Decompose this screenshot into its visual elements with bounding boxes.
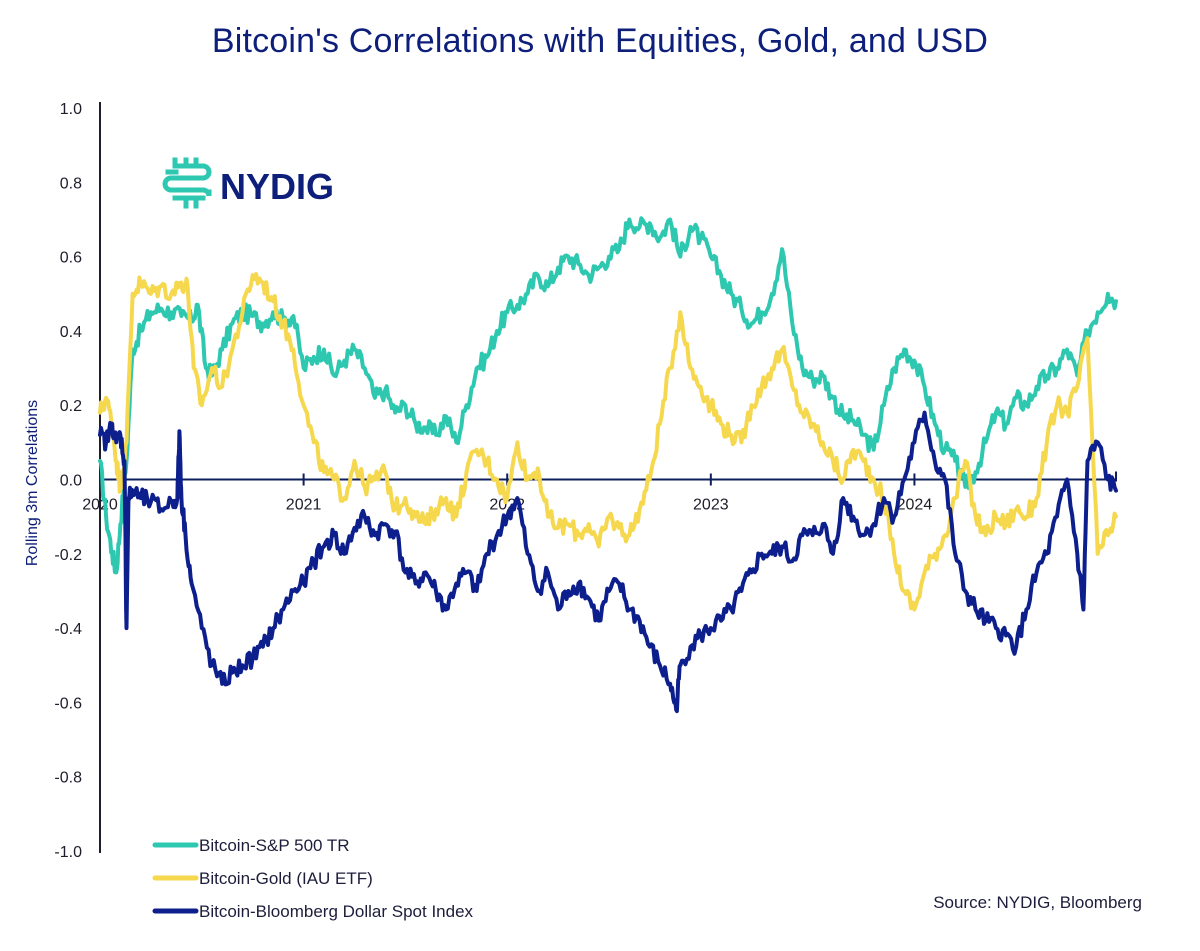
- series-line-gold: [98, 272, 1118, 612]
- nydig-logo: NYDIG: [162, 157, 334, 209]
- x-tick-label: 2023: [693, 497, 729, 514]
- source-note: Source: NYDIG, Bloomberg: [933, 893, 1142, 912]
- y-tick-label: 1.0: [60, 101, 82, 118]
- series-lines: [98, 216, 1118, 714]
- series-line-sp500: [98, 216, 1118, 575]
- series-line-usd: [98, 410, 1118, 714]
- y-tick-label: -0.2: [54, 547, 82, 564]
- legend-label: Bitcoin-Gold (IAU ETF): [199, 869, 373, 888]
- legend-item: Bitcoin-S&P 500 TR: [152, 836, 350, 855]
- y-tick-label: -0.8: [54, 770, 82, 787]
- legend: Bitcoin-S&P 500 TR Bitcoin-Gold (IAU ETF)…: [152, 836, 474, 921]
- y-tick-label: -1.0: [54, 844, 82, 861]
- logo-text: NYDIG: [220, 166, 334, 207]
- y-tick-label: -0.4: [54, 621, 82, 638]
- y-tick-label: 0.6: [60, 250, 82, 267]
- y-tick-label: 0.8: [60, 175, 82, 192]
- nydig-logo-mark-icon: [162, 157, 212, 209]
- y-tick-label: -0.6: [54, 695, 82, 712]
- x-tick-label: 2024: [897, 497, 933, 514]
- y-axis-ticks: 1.0 0.8 0.6 0.4 0.2 0.0 -0.2 -0.4 -0.6 -0.8 -1.0: [54, 101, 82, 861]
- y-tick-label: 0.4: [60, 324, 82, 341]
- y-tick-label: 0.2: [60, 398, 82, 415]
- y-tick-label: 0.0: [60, 473, 82, 490]
- legend-item: Bitcoin-Gold (IAU ETF): [152, 869, 373, 888]
- legend-item: Bitcoin-Bloomberg Dollar Spot Index: [152, 902, 474, 921]
- x-tick-label: 2021: [286, 497, 322, 514]
- legend-label: Bitcoin-Bloomberg Dollar Spot Index: [199, 902, 474, 921]
- chart-title: Bitcoin's Correlations with Equities, Go…: [211, 22, 989, 60]
- legend-label: Bitcoin-S&P 500 TR: [199, 836, 350, 855]
- y-axis-title: Rolling 3m Correlations: [24, 400, 41, 566]
